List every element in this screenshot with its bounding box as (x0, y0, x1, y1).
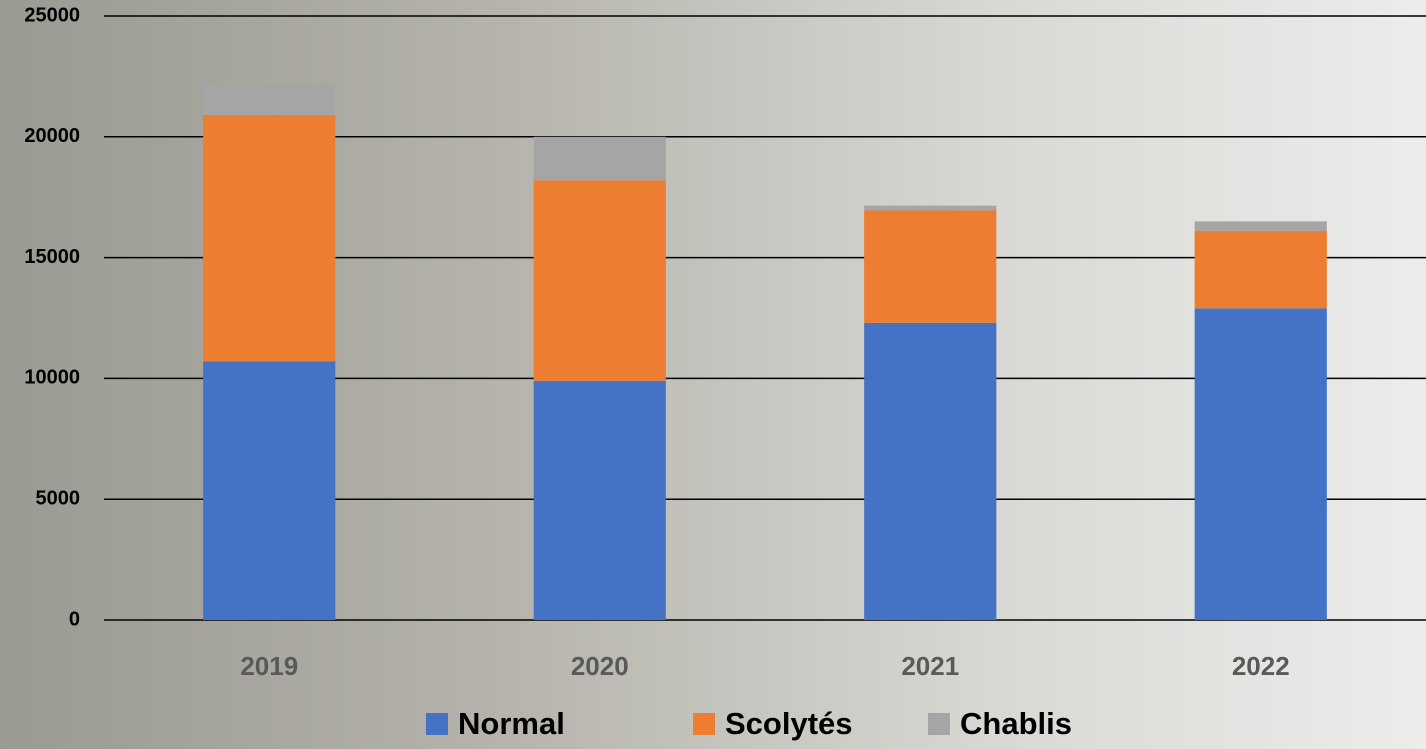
y-tick-label: 15000 (24, 246, 80, 268)
bar-segment (1194, 221, 1327, 232)
bar-segment (203, 361, 336, 620)
bar-segment (1194, 231, 1327, 309)
bar-segment (1194, 308, 1327, 620)
legend-label: Chablis (960, 706, 1072, 741)
x-tick-label: 2020 (571, 651, 629, 681)
bar-segment (533, 180, 666, 381)
bar-segment (864, 205, 997, 211)
legend-swatch (426, 713, 448, 735)
legend-swatch (928, 713, 950, 735)
x-tick-label: 2021 (901, 651, 959, 681)
x-tick-label: 2022 (1232, 651, 1290, 681)
y-tick-label: 20000 (24, 125, 80, 147)
bar-segment (203, 115, 336, 362)
bar-segment (203, 83, 336, 116)
legend-label: Normal (458, 706, 565, 741)
y-tick-label: 10000 (24, 367, 80, 389)
bar-segment (864, 322, 997, 620)
bar-segment (533, 136, 666, 181)
bar-segment (864, 210, 997, 323)
plot: 0 5000 10000 15000 20000 25000 2019 2020 2021 202… (24, 4, 1426, 741)
y-tick-label: 5000 (36, 487, 81, 509)
bar-segment (533, 380, 666, 620)
y-tick-label: 25000 (24, 4, 80, 26)
legend-label: Scolytés (725, 706, 853, 741)
y-tick-label: 0 (69, 608, 80, 630)
x-tick-label: 2019 (240, 651, 298, 681)
legend-swatch (693, 713, 715, 735)
